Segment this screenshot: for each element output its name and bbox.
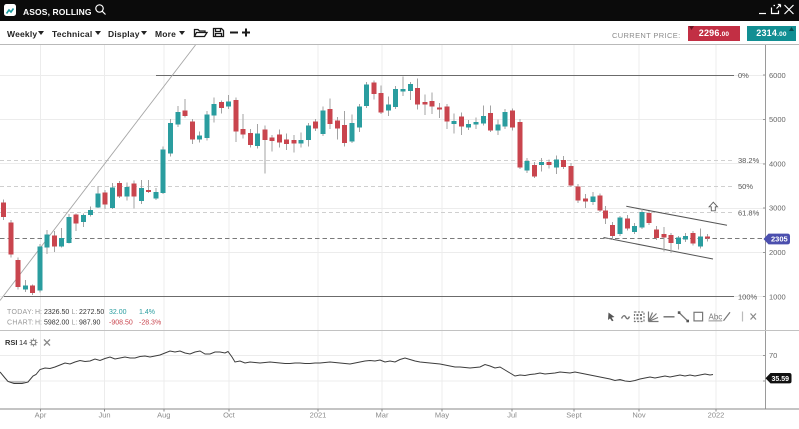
svg-text:2272.50: 2272.50	[79, 309, 104, 316]
svg-text:5982.00: 5982.00	[44, 320, 69, 327]
svg-text:May: May	[435, 411, 449, 420]
svg-text:3000: 3000	[769, 204, 786, 213]
svg-text:38.2%: 38.2%	[738, 156, 760, 165]
svg-text:2022: 2022	[708, 411, 725, 420]
svg-text:6000: 6000	[769, 71, 786, 80]
svg-text:1.4%: 1.4%	[139, 309, 155, 316]
svg-text:H:: H:	[35, 320, 42, 327]
svg-text:Jun: Jun	[98, 411, 110, 420]
svg-text:4000: 4000	[769, 159, 786, 168]
svg-text:61.8%: 61.8%	[738, 208, 760, 217]
svg-text:L:: L:	[72, 309, 78, 316]
svg-text:14: 14	[19, 338, 27, 347]
svg-text:H:: H:	[35, 309, 42, 316]
svg-text:CHART:: CHART:	[7, 320, 34, 327]
svg-text:Aug: Aug	[157, 411, 170, 420]
svg-text:70: 70	[769, 351, 777, 360]
svg-text:0%: 0%	[738, 71, 749, 80]
svg-text:TODAY:: TODAY:	[7, 309, 34, 316]
svg-text:5000: 5000	[769, 115, 786, 124]
svg-text:Mar: Mar	[376, 411, 389, 420]
svg-text:35.59: 35.59	[772, 376, 790, 383]
svg-text:2021: 2021	[310, 411, 327, 420]
svg-text:2326.50: 2326.50	[44, 309, 69, 316]
svg-text:50%: 50%	[738, 182, 753, 191]
svg-text:1000: 1000	[769, 292, 786, 301]
svg-text:-28.3%: -28.3%	[139, 320, 161, 327]
svg-text:32.00: 32.00	[109, 309, 127, 316]
svg-text:2305: 2305	[771, 235, 788, 244]
svg-text:Abc: Abc	[709, 313, 723, 322]
svg-text:-908.50: -908.50	[109, 320, 133, 327]
svg-text:Sept: Sept	[566, 411, 582, 420]
svg-text:Nov: Nov	[632, 411, 646, 420]
svg-text:100%: 100%	[738, 292, 758, 301]
svg-text:Oct: Oct	[223, 411, 236, 420]
svg-text:RSI: RSI	[5, 338, 18, 347]
svg-text:Jul: Jul	[507, 411, 517, 420]
svg-text:987.90: 987.90	[79, 320, 101, 327]
svg-text:2000: 2000	[769, 248, 786, 257]
svg-text:L:: L:	[72, 320, 78, 327]
svg-text:Apr: Apr	[35, 411, 47, 420]
